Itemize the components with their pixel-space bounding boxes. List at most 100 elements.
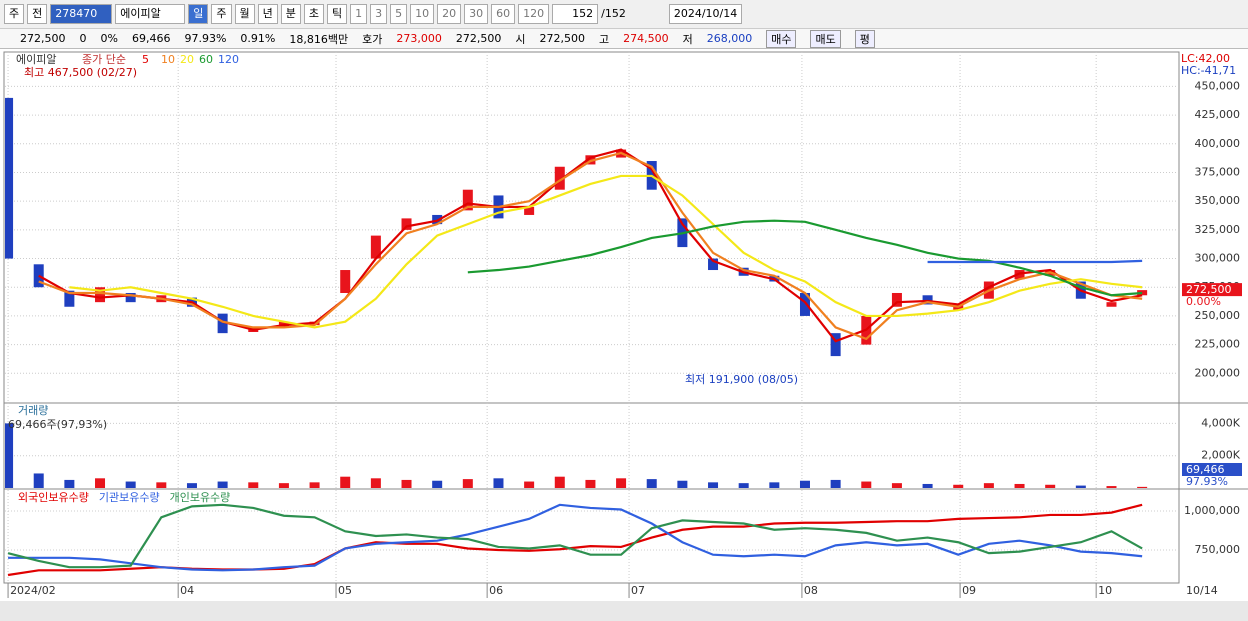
quote-field[interactable]: 매수 <box>766 29 797 48</box>
volume-bar <box>1075 485 1086 488</box>
quote-field[interactable]: 0% <box>100 32 118 45</box>
toolbar-item[interactable]: /152 <box>601 7 626 20</box>
candle-body <box>585 155 596 165</box>
y-tick-label: 250,000 <box>1195 309 1241 322</box>
y-tick-label: 225,000 <box>1195 338 1241 351</box>
volume-bar <box>830 479 841 488</box>
volume-bar <box>524 481 535 488</box>
toolbar-item[interactable]: 2024/10/14 <box>668 4 743 24</box>
candle-body <box>922 295 933 305</box>
candle-body <box>95 287 106 303</box>
toolbar-item[interactable]: 60 <box>491 4 516 24</box>
candle-body <box>799 292 810 316</box>
volume-bar <box>646 479 657 488</box>
volume-bar <box>677 480 688 488</box>
quote-field[interactable]: 매도 <box>810 29 841 48</box>
toolbar-item[interactable]: 주 <box>211 4 232 24</box>
candle-body <box>554 166 565 190</box>
y-tick-label: 325,000 <box>1195 223 1241 236</box>
toolbar-item[interactable]: 152 <box>552 4 599 24</box>
quote-field[interactable]: 시 <box>515 32 526 46</box>
volume-bar <box>585 479 596 488</box>
toolbar-item[interactable]: 10 <box>410 4 435 24</box>
quote-field[interactable]: 272,500 <box>455 32 502 45</box>
toolbar-item[interactable]: 3 <box>370 4 388 24</box>
volume-tag: 69,466 <box>1186 463 1225 476</box>
series-line <box>8 503 1143 572</box>
quote-field[interactable]: 273,000 <box>396 32 442 45</box>
candle-body <box>125 292 136 303</box>
toolbar-item[interactable]: 에이피알 <box>115 4 186 24</box>
panel-title: 에이피알 <box>16 52 56 66</box>
volume-bar <box>891 483 902 488</box>
y-tick-label: 4,000K <box>1201 416 1240 429</box>
toolbar-item[interactable]: 20 <box>437 4 462 24</box>
toolbar-item[interactable]: 월 <box>234 4 255 24</box>
candle-body <box>1106 302 1117 307</box>
quote-field[interactable]: 69,466 <box>131 32 171 45</box>
legend-entry: 10 <box>161 53 175 66</box>
toolbar-item[interactable]: 년 <box>257 4 278 24</box>
toolbar: 주 전 278470 에이피알 일 주 월 년 분 초 틱 1 3 5 10 20 30 60 120 152/152… <box>0 0 1248 29</box>
scrollbar[interactable] <box>0 601 1248 621</box>
legend-entry: 20 <box>180 53 194 66</box>
toolbar-item[interactable]: 278470 <box>50 4 113 24</box>
x-tick-label: 2024/02 <box>10 584 56 597</box>
toolbar-item[interactable]: 30 <box>464 4 489 24</box>
toolbar-item[interactable]: 1 <box>350 4 368 24</box>
volume-bar <box>64 479 75 488</box>
quote-field[interactable]: 272,500 <box>20 32 66 45</box>
quote-field[interactable]: 호가 <box>362 32 383 46</box>
candle-body <box>5 97 14 259</box>
candle-body <box>217 313 228 334</box>
toolbar-item[interactable]: 초 <box>303 4 324 24</box>
candle-body <box>524 206 535 215</box>
quote-field[interactable]: 268,000 <box>706 32 753 45</box>
legend-entry: 5 <box>142 53 149 66</box>
quote-field[interactable]: 97.93% <box>184 32 227 45</box>
volume-bar <box>799 480 810 488</box>
volume-bar <box>738 483 749 488</box>
volume-bar <box>401 479 412 488</box>
volume-bar <box>5 423 14 488</box>
toolbar-item[interactable]: 일 <box>188 4 209 24</box>
quote-field[interactable]: 274,500 <box>623 32 669 45</box>
y-tick-label: 200,000 <box>1195 366 1241 379</box>
quote-field[interactable]: 18,816백만 <box>289 32 349 46</box>
price-tag: 272,500 <box>1186 283 1232 296</box>
y-tick-label: 425,000 <box>1195 108 1241 121</box>
series-line <box>927 259 1143 264</box>
legend-title: 종가 단순 <box>82 53 126 66</box>
legend-entry: 120 <box>218 53 239 66</box>
toolbar-item[interactable]: 120 <box>518 4 550 24</box>
volume-bar <box>953 484 964 488</box>
toolbar-item[interactable]: 전 <box>27 4 48 24</box>
volume-bar <box>493 478 504 488</box>
toolbar-item[interactable]: 틱 <box>327 4 348 24</box>
volume-bar <box>186 483 197 488</box>
quote-field[interactable]: 평 <box>854 29 875 48</box>
candle-body <box>64 290 75 307</box>
lc-label: LC:42,00 <box>1181 52 1230 65</box>
ratio-tag: 97.93% <box>1186 475 1228 488</box>
volume-bar <box>922 483 933 488</box>
quote-field[interactable]: 0.91% <box>240 32 276 45</box>
toolbar-item[interactable]: 주 <box>4 4 25 24</box>
toolbar-item[interactable]: 5 <box>390 4 408 24</box>
quote-field[interactable]: 272,500 <box>539 32 585 45</box>
quote-field[interactable]: 고 <box>598 32 610 46</box>
x-tick-label: 10 <box>1098 584 1112 597</box>
y-tick-label: 375,000 <box>1195 165 1241 178</box>
quote-field[interactable]: 0 <box>79 32 87 45</box>
quote-field[interactable]: 저 <box>682 32 693 46</box>
volume-bar <box>983 483 994 488</box>
x-end-label: 10/14 <box>1186 584 1218 597</box>
series-line <box>69 174 1143 329</box>
legend-entry: 외국인보유수량 <box>18 491 89 504</box>
toolbar-item[interactable]: 분 <box>280 4 301 24</box>
candle-body <box>1137 290 1148 296</box>
volume-bar <box>616 478 627 488</box>
high-note: 최고 467,500 (02/27) <box>24 66 137 79</box>
candle-body <box>340 270 351 293</box>
